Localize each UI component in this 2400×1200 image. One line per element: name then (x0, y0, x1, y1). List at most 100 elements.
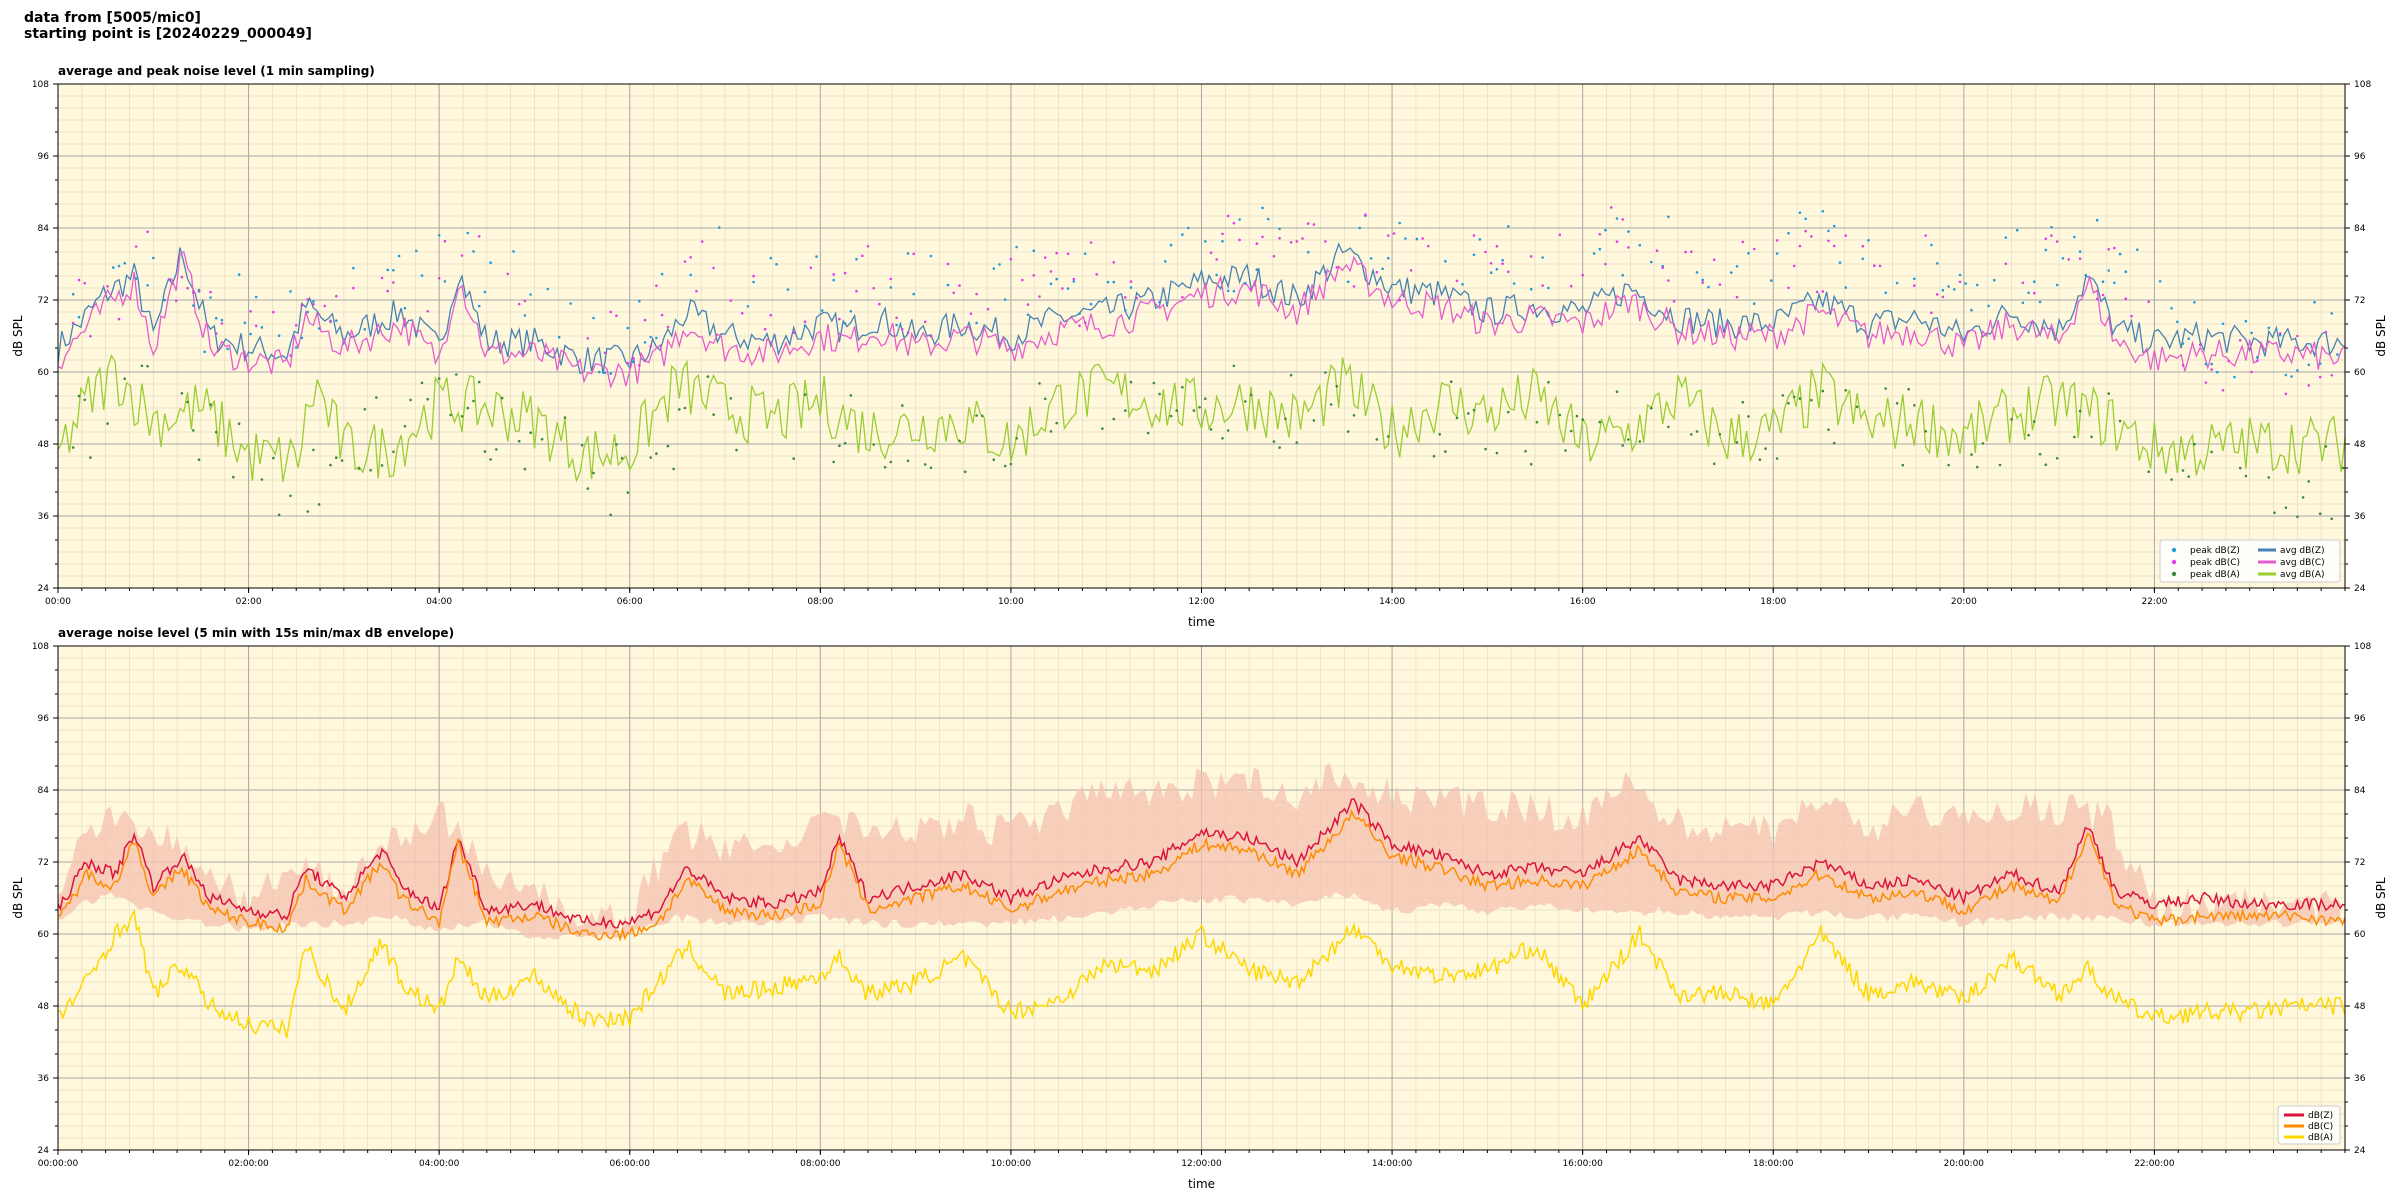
peak-point (1272, 254, 1276, 258)
peak-point (1827, 229, 1830, 233)
peak-point (294, 324, 298, 327)
peak-point (1775, 457, 1779, 460)
peak-point (1106, 280, 1110, 284)
peak-point (1832, 441, 1836, 445)
peak-point (403, 306, 407, 310)
peak-point (1261, 235, 1264, 239)
y-tick-label: 72 (38, 858, 49, 868)
peak-point (1930, 243, 1933, 247)
peak-point (1569, 429, 1573, 433)
peak-point (2193, 442, 2196, 446)
peak-point (706, 375, 710, 378)
peak-point (1066, 287, 1070, 290)
peak-point (312, 300, 315, 303)
peak-point (2238, 339, 2242, 342)
peak-point (220, 322, 224, 325)
peak-point (71, 292, 75, 296)
peak-point (243, 355, 247, 358)
peak-point (1175, 409, 1178, 412)
peak-point (1278, 237, 1281, 240)
peak-point (220, 318, 224, 322)
peak-point (2198, 343, 2202, 347)
peak-point (2038, 452, 2042, 456)
peak-point (2124, 270, 2128, 274)
peak-point (2267, 476, 2271, 479)
peak-point (1827, 428, 1830, 432)
peak-point (2210, 362, 2213, 366)
peak-point (929, 254, 933, 258)
peak-point (192, 291, 195, 294)
peak-point (169, 278, 172, 281)
peak-point (1352, 414, 1356, 417)
peak-point (1884, 387, 1887, 390)
chart-1: 24 24 36 36 48 48 60 60 72 72 84 84 96 96 108 108 00:00 0… (11, 64, 2388, 629)
peak-point (1638, 440, 1642, 443)
peak-point (2301, 496, 2305, 499)
peak-point (232, 475, 235, 479)
peak-point (214, 332, 218, 335)
x-tick-label: 22:00 (2141, 597, 2167, 607)
peak-point (2284, 373, 2288, 377)
peak-point (1718, 283, 1722, 286)
peak-point (1467, 412, 1470, 415)
peak-point (1815, 290, 1819, 294)
peak-point (1398, 298, 1401, 302)
x-tick-label: 08:00 (807, 597, 833, 607)
peak-point (1421, 237, 1424, 240)
peak-point (2176, 320, 2179, 324)
peak-point (489, 458, 492, 461)
peak-point (477, 235, 481, 238)
peak-point (1472, 253, 1476, 257)
peak-point (2061, 257, 2065, 260)
peak-point (1249, 287, 1253, 291)
peak-point (1667, 425, 1670, 429)
peak-point (2004, 236, 2008, 239)
peak-point (152, 256, 155, 260)
y-tick-label: 48 (2354, 1002, 2366, 1012)
series-db-a (57, 909, 2346, 1039)
peak-point (592, 316, 595, 320)
peak-point (1947, 463, 1950, 467)
y-tick-label: 24 (38, 1146, 50, 1156)
peak-point (272, 456, 275, 460)
peak-point (1981, 442, 1985, 445)
peak-point (655, 452, 658, 455)
peak-point (672, 467, 675, 471)
peak-point (660, 313, 664, 317)
chart-title: average and peak noise level (1 min samp… (58, 64, 375, 78)
peak-point (209, 403, 212, 406)
peak-point (2204, 381, 2208, 384)
peak-point (1547, 380, 1550, 384)
legend-label: avg dB(C) (2280, 558, 2325, 568)
peak-point (832, 278, 835, 282)
peak-point (1301, 237, 1304, 240)
peak-point (437, 234, 441, 237)
x-tick-label: 20:00 (1951, 597, 1977, 607)
peak-point (1129, 286, 1133, 289)
peak-point (335, 294, 338, 298)
peak-point (289, 354, 292, 357)
legend-marker (2171, 571, 2177, 577)
peak-point (1913, 404, 1916, 407)
peak-point (2055, 240, 2059, 243)
peak-point (89, 334, 92, 338)
series-peak-db-c (71, 206, 2333, 396)
series-db-c (57, 808, 2346, 943)
peak-point (1204, 397, 1207, 401)
peak-point (1512, 282, 1516, 285)
legend-marker (2171, 547, 2177, 553)
header-source: data from [5005/mic0] (24, 10, 201, 26)
peak-point (1449, 380, 1453, 384)
peak-point (603, 351, 607, 355)
peak-point (609, 513, 612, 517)
peak-point (146, 364, 149, 368)
peak-point (272, 310, 275, 314)
legend-label: peak dB(Z) (2190, 546, 2240, 556)
peak-point (1152, 381, 1156, 385)
peak-point (335, 319, 338, 322)
peak-point (2318, 362, 2322, 365)
peak-point (729, 299, 733, 302)
peak-point (1804, 229, 1807, 233)
y-tick-label: 60 (2354, 368, 2366, 378)
peak-point (1558, 413, 1562, 417)
